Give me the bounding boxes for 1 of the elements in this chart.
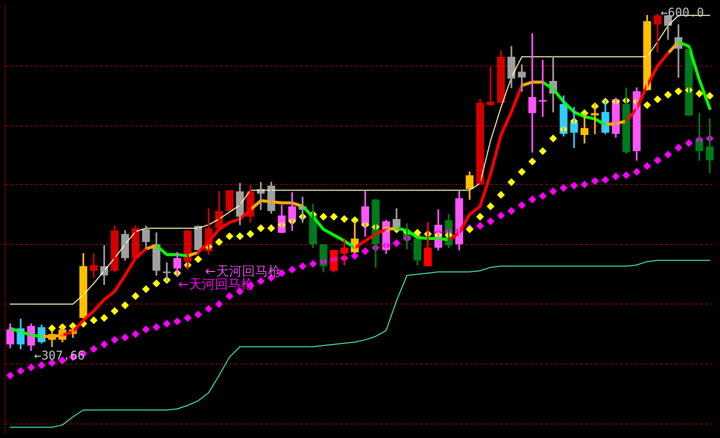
candlestick: [194, 226, 202, 250]
